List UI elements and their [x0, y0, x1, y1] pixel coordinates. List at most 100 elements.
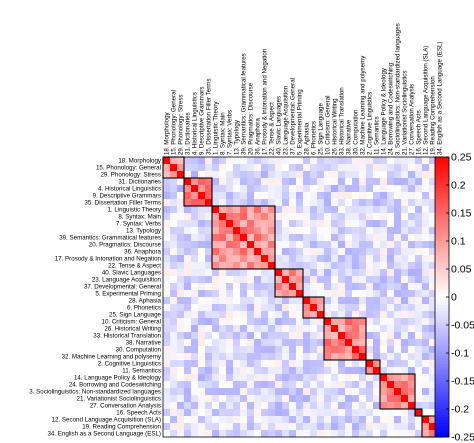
heatmap-cell — [184, 332, 192, 340]
heatmap-cell — [212, 346, 220, 354]
heatmap-cell — [205, 171, 213, 179]
cluster-box — [365, 359, 381, 375]
heatmap-cell — [247, 262, 255, 270]
heatmap-cell — [401, 367, 409, 375]
heatmap-cell — [268, 332, 276, 340]
heatmap-cell — [247, 290, 255, 298]
heatmap-cell — [422, 409, 430, 417]
heatmap-cell — [275, 409, 283, 417]
heatmap-cell — [338, 325, 346, 333]
heatmap-cell — [184, 388, 192, 396]
heatmap-cell — [240, 248, 248, 256]
heatmap-cell — [394, 367, 402, 375]
heatmap-cell — [387, 269, 395, 277]
heatmap-cell — [296, 248, 304, 256]
heatmap-cell — [247, 430, 255, 438]
heatmap-cell — [163, 178, 171, 186]
heatmap-cell — [282, 416, 290, 424]
heatmap-cell — [317, 409, 325, 417]
heatmap-cell — [429, 255, 437, 263]
heatmap-cell — [247, 213, 255, 221]
heatmap-cell — [205, 192, 213, 200]
colorbar-swatch — [435, 260, 449, 264]
heatmap-cell — [233, 395, 241, 403]
heatmap-cell — [373, 325, 381, 333]
colorbar-swatch — [435, 431, 449, 435]
heatmap-cell — [359, 332, 367, 340]
heatmap-cell — [296, 283, 304, 291]
heatmap-cell — [331, 241, 339, 249]
heatmap-cell — [373, 374, 381, 382]
heatmap-cell — [289, 423, 297, 431]
heatmap-cell — [177, 255, 185, 263]
heatmap-cell — [317, 402, 325, 410]
heatmap-cell — [170, 199, 178, 207]
heatmap-cell — [177, 423, 185, 431]
heatmap-cell — [205, 199, 213, 207]
heatmap-cell — [254, 423, 262, 431]
heatmap-cell — [184, 304, 192, 312]
heatmap-cell — [331, 374, 339, 382]
heatmap-cell — [198, 171, 206, 179]
heatmap-cell — [170, 402, 178, 410]
heatmap-cell — [366, 332, 374, 340]
heatmap-cell — [422, 318, 430, 326]
heatmap-cell — [345, 255, 353, 263]
heatmap-cell — [359, 157, 367, 165]
heatmap-cell — [240, 381, 248, 389]
heatmap-cell — [331, 360, 339, 368]
heatmap-cell — [275, 416, 283, 424]
heatmap-cell — [191, 255, 199, 263]
row-label: 12. Second Language Acquisition (SLA) — [52, 417, 161, 424]
heatmap-cell — [261, 423, 269, 431]
heatmap-cell — [394, 199, 402, 207]
heatmap-cell — [198, 227, 206, 235]
heatmap-cell — [296, 178, 304, 186]
heatmap-cell — [205, 332, 213, 340]
heatmap-cell — [401, 346, 409, 354]
heatmap-cell — [268, 290, 276, 298]
heatmap-cell — [233, 290, 241, 298]
heatmap-cell — [170, 318, 178, 326]
heatmap-cell — [198, 269, 206, 277]
row-label: 13. Typology — [126, 228, 162, 235]
heatmap-cell — [289, 409, 297, 417]
heatmap-cell — [247, 227, 255, 235]
column-label: 1. Linguistic Theory — [213, 101, 220, 155]
heatmap-cell — [415, 178, 423, 186]
heatmap-cell — [394, 360, 402, 368]
heatmap-cell — [303, 248, 311, 256]
heatmap-cell — [387, 199, 395, 207]
heatmap-cell — [247, 332, 255, 340]
colorbar-swatch — [435, 246, 449, 250]
heatmap-cell — [415, 416, 423, 424]
heatmap-cell — [387, 206, 395, 214]
heatmap-cell — [219, 199, 227, 207]
colorbar-swatch — [435, 229, 449, 233]
heatmap-cell — [177, 360, 185, 368]
heatmap-cell — [415, 276, 423, 284]
heatmap-cell — [191, 164, 199, 172]
heatmap-cell — [408, 192, 416, 200]
heatmap-cell — [212, 192, 220, 200]
heatmap-cell — [254, 178, 262, 186]
colorbar-swatch — [435, 316, 449, 320]
heatmap-cell — [296, 213, 304, 221]
heatmap-cell — [429, 353, 437, 361]
column-label: 35. Dissertation Filler Terms — [206, 78, 213, 155]
heatmap-cell — [233, 171, 241, 179]
heatmap-cell — [219, 206, 227, 214]
row-label: 37. Developmental: General — [84, 284, 161, 291]
heatmap-cell — [163, 283, 171, 291]
heatmap-cell — [240, 157, 248, 165]
heatmap-cell — [345, 346, 353, 354]
heatmap-cell — [317, 241, 325, 249]
heatmap-cell — [310, 283, 318, 291]
heatmap-cell — [226, 157, 234, 165]
heatmap-cell — [303, 241, 311, 249]
heatmap-cell — [338, 164, 346, 172]
heatmap-cell — [205, 409, 213, 417]
heatmap-cell — [373, 388, 381, 396]
colorbar-swatch — [435, 327, 449, 331]
heatmap-cell — [408, 402, 416, 410]
